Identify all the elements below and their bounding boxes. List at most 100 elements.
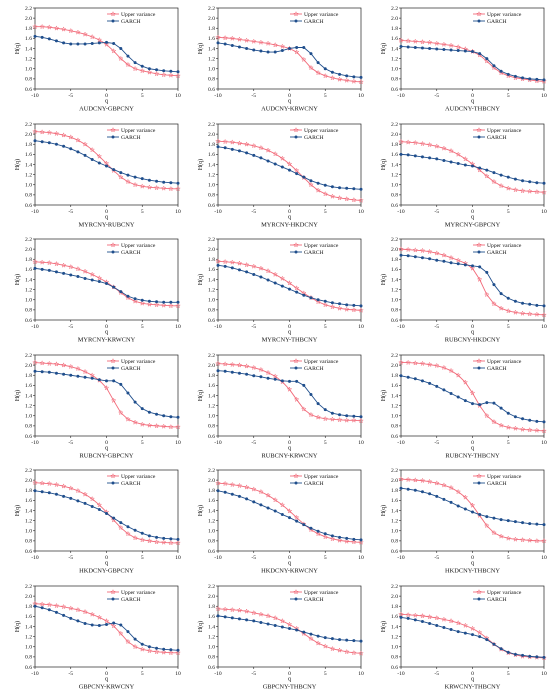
garch-point bbox=[97, 377, 101, 381]
upper-variance-point bbox=[329, 303, 336, 310]
legend-garch-label: GARCH bbox=[487, 135, 507, 141]
y-tick-label: 0.6 bbox=[391, 433, 398, 439]
garch-point bbox=[155, 300, 159, 304]
garch-point bbox=[413, 617, 417, 621]
garch-line bbox=[217, 264, 362, 307]
garch-point bbox=[33, 34, 37, 38]
garch-point bbox=[266, 278, 270, 282]
upper-variance-point bbox=[82, 140, 88, 147]
upper-variance-point bbox=[426, 613, 433, 619]
garch-point bbox=[485, 57, 489, 61]
upper-variance-line bbox=[401, 361, 545, 431]
x-tick-label: -5 bbox=[251, 209, 256, 215]
upper-variance-point bbox=[441, 252, 447, 258]
upper-variance-point bbox=[541, 78, 547, 84]
upper-variance-point bbox=[222, 258, 228, 265]
y-tick-label: 1.4 bbox=[25, 162, 32, 168]
upper-variance-point bbox=[117, 289, 124, 296]
garch-point bbox=[162, 647, 166, 651]
y-tick-label: 2.2 bbox=[208, 6, 215, 12]
y-tick-label: 1.4 bbox=[25, 46, 32, 52]
upper-variance-point bbox=[483, 172, 490, 179]
upper-variance-point bbox=[279, 43, 286, 49]
garch-point bbox=[69, 496, 73, 500]
y-tick-label: 0.6 bbox=[25, 549, 32, 555]
y-tick-label: 2.0 bbox=[208, 593, 215, 599]
garch-point bbox=[406, 254, 410, 258]
garch-point bbox=[273, 623, 277, 627]
garch-point bbox=[47, 370, 51, 374]
upper-variance-point bbox=[243, 140, 250, 147]
y-tick-label: 1.2 bbox=[391, 56, 398, 62]
x-tick-label: 0 bbox=[288, 324, 291, 330]
legend-garch-marker bbox=[111, 135, 115, 138]
garch-point bbox=[245, 372, 249, 376]
x-tick-label: -10 bbox=[397, 209, 405, 215]
legend-garch-marker bbox=[294, 19, 298, 23]
x-axis-label: q bbox=[471, 214, 474, 220]
garch-point bbox=[288, 168, 291, 172]
upper-variance-point bbox=[300, 174, 307, 180]
upper-variance-point bbox=[534, 311, 540, 317]
y-tick-label: 1.8 bbox=[391, 604, 398, 610]
garch-point bbox=[140, 64, 144, 68]
garch-point bbox=[449, 261, 453, 265]
y-tick-label: 1.2 bbox=[208, 172, 215, 178]
y-tick-label: 0.6 bbox=[25, 664, 32, 670]
garch-point bbox=[112, 516, 116, 520]
x-axis-label: q bbox=[471, 445, 474, 451]
garch-point bbox=[176, 648, 180, 652]
upper-variance-point bbox=[82, 491, 88, 497]
upper-variance-point bbox=[286, 280, 293, 286]
y-tick-label: 0.8 bbox=[208, 423, 215, 429]
garch-point bbox=[413, 45, 417, 49]
garch-point bbox=[352, 303, 356, 307]
x-tick-label: 5 bbox=[141, 93, 144, 99]
upper-variance-point bbox=[498, 305, 504, 311]
y-tick-label: 1.8 bbox=[25, 26, 32, 32]
upper-variance-point bbox=[32, 128, 38, 134]
upper-variance-point bbox=[322, 415, 329, 421]
legend-garch-marker bbox=[111, 366, 115, 369]
garch-point bbox=[485, 168, 489, 172]
garch-point bbox=[47, 268, 51, 272]
legend-garch-marker bbox=[477, 481, 481, 485]
garch-point bbox=[406, 375, 410, 379]
y-tick-label: 1.6 bbox=[25, 383, 32, 389]
legend-upper-label: Upper variance bbox=[121, 474, 156, 480]
upper-variance-point bbox=[222, 138, 228, 144]
upper-variance-point bbox=[132, 534, 138, 541]
y-axis-label: H(q) bbox=[380, 620, 387, 631]
garch-point bbox=[330, 70, 334, 74]
garch-point bbox=[62, 613, 66, 617]
x-tick-label: 10 bbox=[358, 324, 364, 330]
garch-point bbox=[119, 290, 123, 294]
upper-variance-point bbox=[512, 186, 519, 192]
garch-point bbox=[230, 492, 234, 496]
upper-variance-point bbox=[358, 649, 364, 656]
garch-point bbox=[162, 536, 166, 540]
garch-point bbox=[245, 617, 249, 621]
garch-point bbox=[302, 293, 306, 297]
upper-variance-point bbox=[168, 185, 174, 191]
garch-point bbox=[330, 534, 334, 538]
garch-point bbox=[528, 302, 532, 306]
y-tick-label: 2.2 bbox=[25, 237, 32, 243]
garch-point bbox=[506, 296, 510, 300]
garch-point bbox=[499, 406, 503, 410]
legend-upper-marker bbox=[110, 126, 116, 132]
garch-point bbox=[513, 177, 517, 181]
x-tick-label: -10 bbox=[31, 440, 39, 446]
upper-variance-point bbox=[243, 484, 250, 490]
chart-title: HKDCNY-KRWCNY bbox=[261, 568, 318, 575]
garch-point bbox=[54, 371, 58, 375]
y-tick-label: 0.6 bbox=[391, 318, 398, 324]
x-tick-label: -5 bbox=[434, 93, 439, 99]
upper-variance-point bbox=[272, 614, 279, 620]
y-tick-label: 2.2 bbox=[208, 583, 215, 589]
upper-variance-point bbox=[125, 178, 131, 184]
garch-point bbox=[413, 488, 417, 492]
garch-point bbox=[499, 292, 503, 296]
